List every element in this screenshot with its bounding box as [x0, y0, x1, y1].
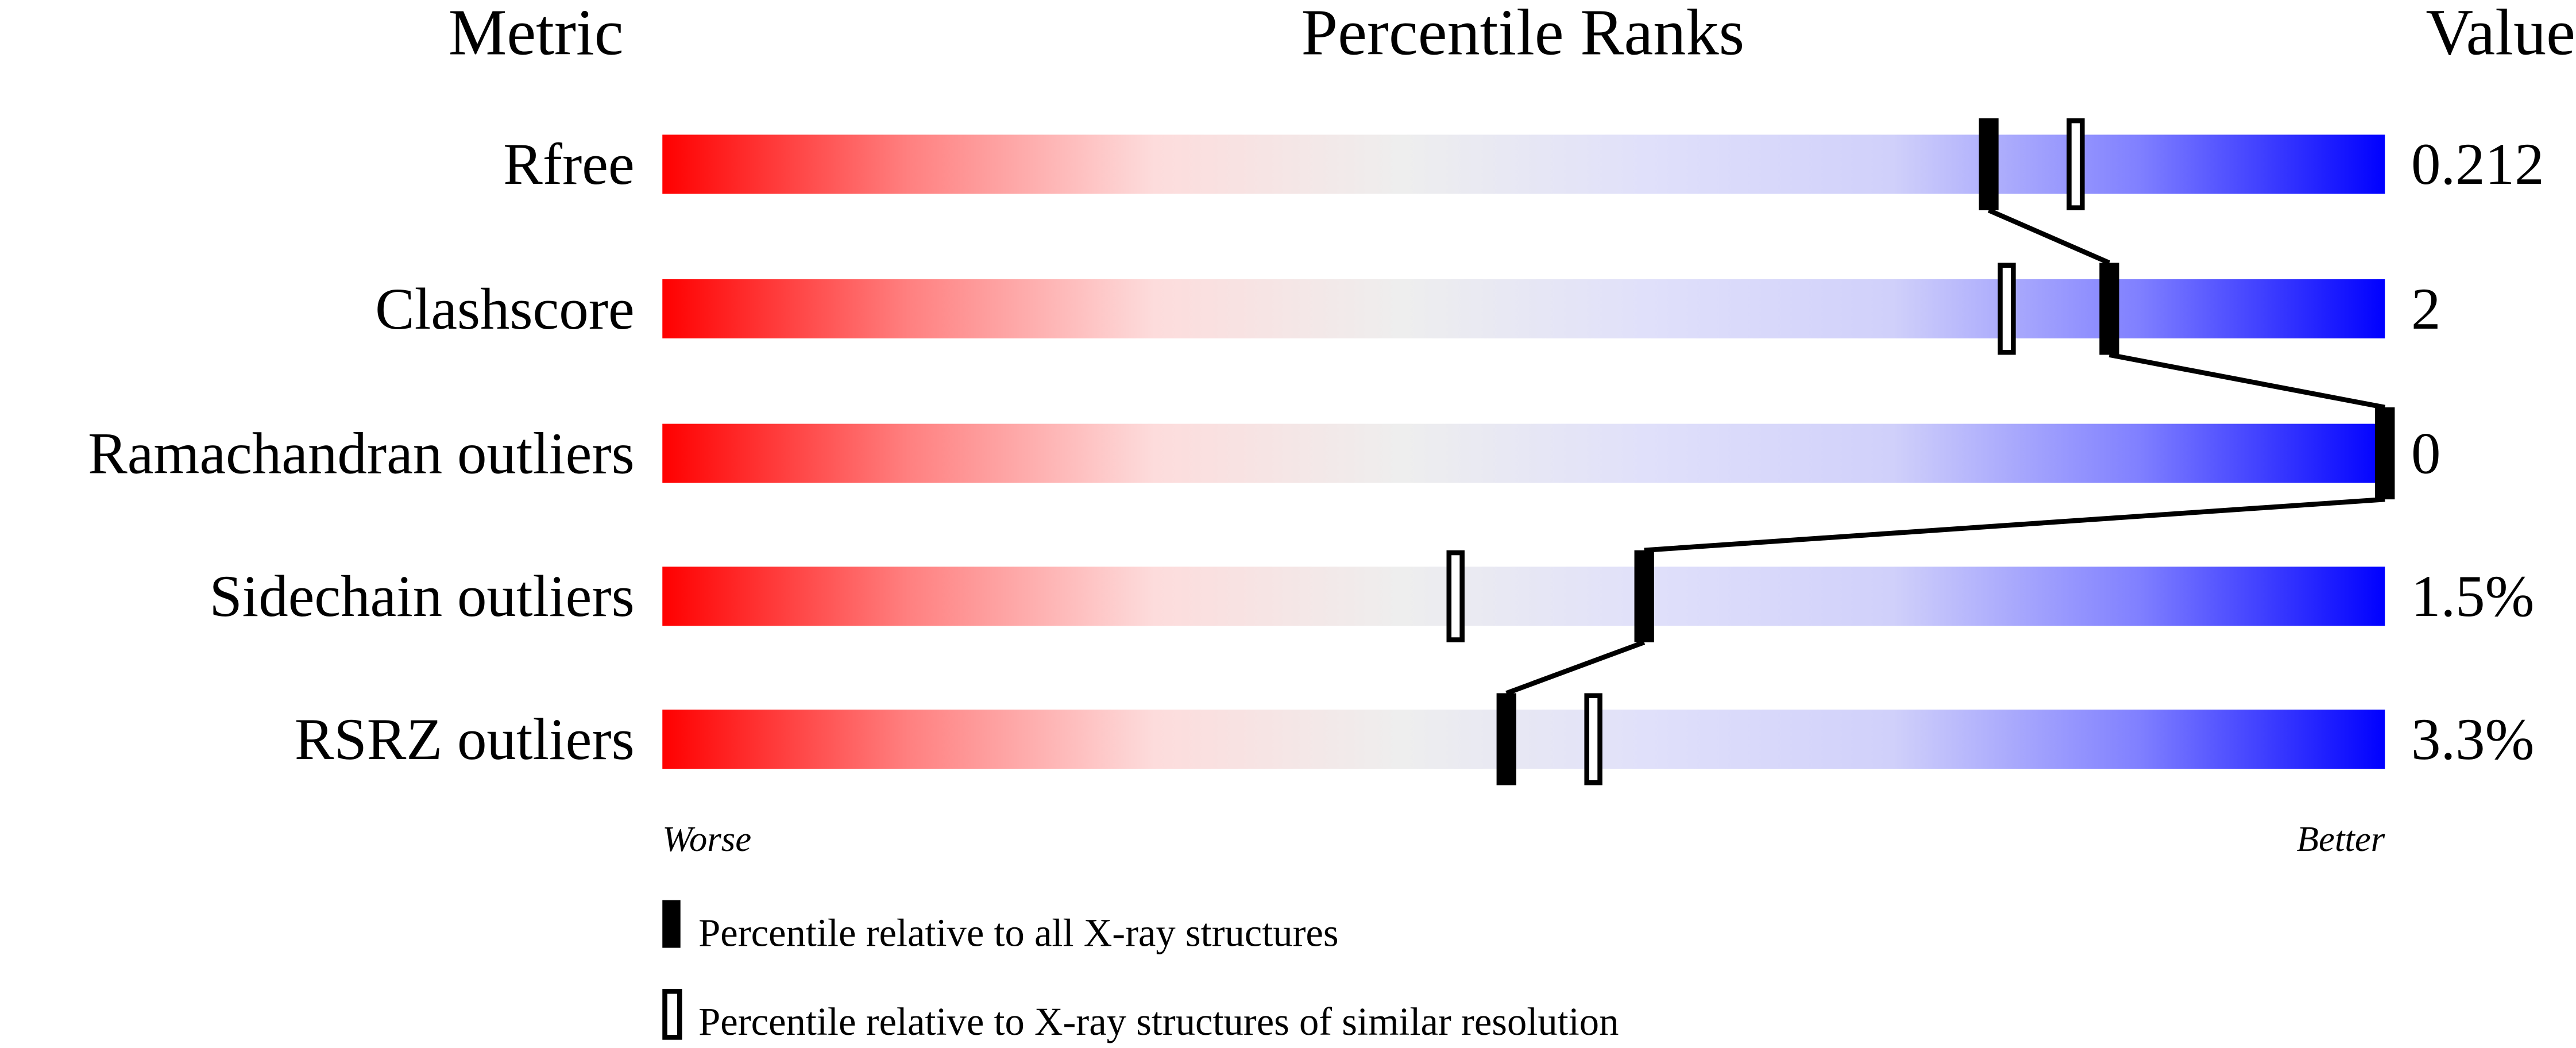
- percentile-bar: [662, 567, 2385, 626]
- metric-value: 0: [2411, 421, 2440, 486]
- metric-value: 3.3%: [2411, 707, 2534, 772]
- header-metric: Metric: [449, 0, 624, 68]
- legend-marker-all: [662, 900, 681, 948]
- metric-label: Ramachandran outliers: [88, 421, 635, 486]
- metric-label: RSRZ outliers: [295, 707, 635, 772]
- marker-all-structures: [1496, 693, 1516, 785]
- connector-line: [1987, 208, 2111, 265]
- marker-all-structures: [1979, 118, 1999, 210]
- axis-label-worse: Worse: [662, 819, 751, 859]
- marker-all-structures: [2375, 407, 2395, 500]
- marker-similar-resolution: [1998, 263, 2016, 355]
- percentile-bar: [662, 134, 2385, 194]
- percentile-bar: [662, 710, 2385, 769]
- axis-label-better: Better: [2297, 819, 2385, 859]
- header-percentile-ranks: Percentile Ranks: [1301, 0, 1745, 68]
- marker-similar-resolution: [1584, 693, 1602, 785]
- metric-label: Rfree: [503, 132, 635, 197]
- metric-label: Clashscore: [375, 276, 635, 342]
- metric-label: Sidechain outliers: [209, 564, 634, 629]
- percentile-bar: [662, 423, 2385, 483]
- connector-line: [1644, 496, 2385, 553]
- legend-marker-similar: [662, 989, 682, 1040]
- marker-similar-resolution: [1446, 550, 1465, 642]
- metric-value: 1.5%: [2411, 564, 2534, 629]
- legend-label-all: Percentile relative to all X-ray structu…: [698, 911, 1338, 955]
- marker-all-structures: [2099, 263, 2119, 355]
- legend-label-similar: Percentile relative to X-ray structures …: [698, 1000, 1619, 1043]
- header-value: Value: [2426, 0, 2575, 68]
- marker-similar-resolution: [2067, 118, 2085, 210]
- connector-line: [2108, 352, 2386, 410]
- percentile-bar: [662, 279, 2385, 338]
- marker-all-structures: [1634, 550, 1654, 642]
- metric-value: 2: [2411, 276, 2440, 342]
- connector-line: [1505, 639, 1646, 696]
- metric-value: 0.212: [2411, 132, 2544, 197]
